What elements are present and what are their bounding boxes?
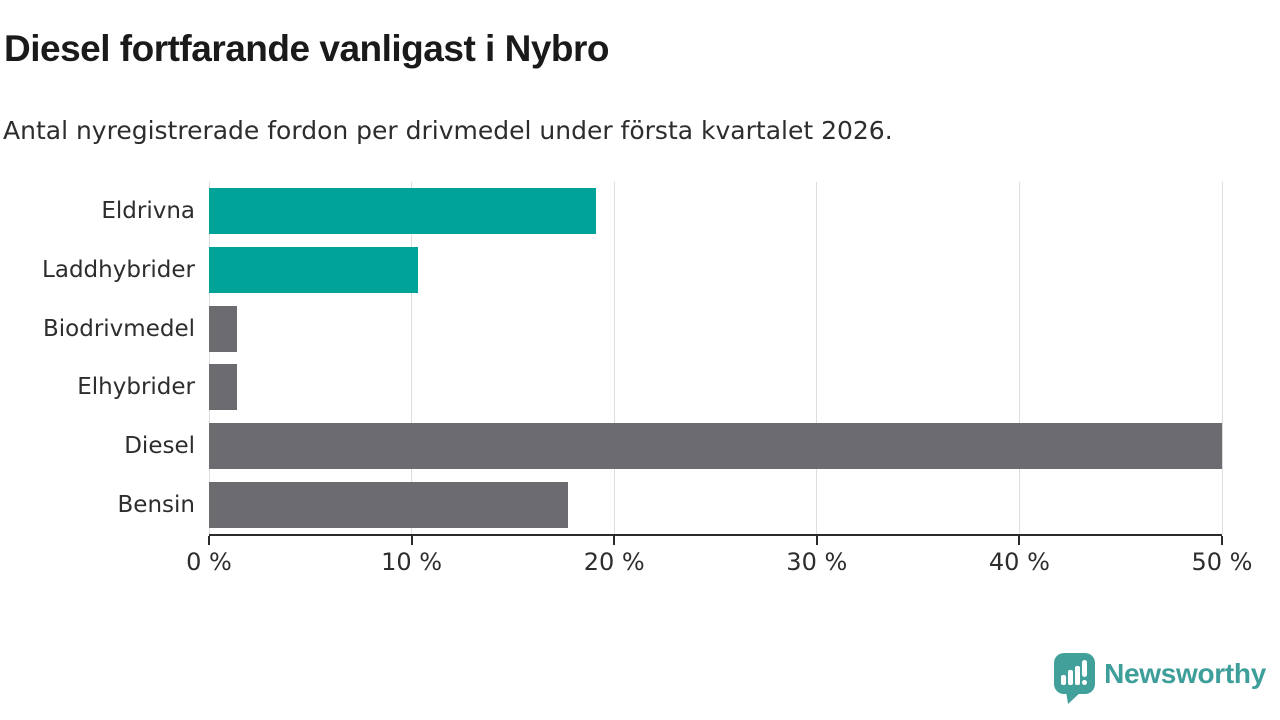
x-tick	[208, 536, 210, 545]
bar	[209, 422, 1222, 469]
bar	[209, 246, 418, 293]
category-label: Elhybrider	[77, 374, 195, 401]
category-label: Laddhybrider	[42, 256, 195, 283]
category-label: Bensin	[117, 491, 195, 518]
gridline	[1221, 182, 1223, 534]
label-row: Biodrivmedel	[0, 299, 195, 358]
category-axis: Eldrivna Laddhybrider Biodrivmedel Elhybrid…	[0, 182, 195, 534]
x-tick-label: 20 %	[583, 548, 645, 576]
bar	[209, 188, 596, 235]
label-row: Diesel	[0, 417, 195, 476]
x-tick-label: 50 %	[1191, 548, 1253, 576]
x-tick	[815, 536, 818, 545]
bar-row	[209, 358, 1222, 417]
category-label: Eldrivna	[101, 198, 195, 225]
x-tick	[1018, 536, 1021, 545]
gridline-layer	[208, 182, 1223, 534]
x-tick-label: 0 %	[186, 548, 232, 576]
label-row: Eldrivna	[0, 182, 195, 241]
newsworthy-logo[interactable]: Newsworthy	[1054, 653, 1266, 704]
x-tick	[613, 536, 616, 545]
bar-row	[209, 299, 1222, 358]
newsworthy-logo-text: Newsworthy	[1104, 657, 1266, 689]
category-label: Diesel	[124, 432, 195, 459]
gridline	[411, 182, 413, 534]
x-tick	[410, 536, 413, 545]
gridline	[1018, 182, 1020, 534]
category-label: Biodrivmedel	[43, 315, 195, 342]
label-row: Bensin	[0, 475, 195, 534]
bar	[209, 305, 238, 352]
gridline	[208, 182, 210, 534]
plot-area: 0 % 10 % 20 % 30 % 40 % 50 %	[186, 182, 1252, 576]
page-title: Diesel fortfarande vanligast i Nybro	[4, 28, 610, 69]
newsworthy-logo-icon	[1054, 653, 1096, 704]
x-tick-label: 30 %	[786, 548, 848, 576]
gridline	[613, 182, 615, 534]
bar-row	[209, 475, 1222, 534]
label-row: Laddhybrider	[0, 241, 195, 300]
bar	[209, 481, 568, 528]
bar-row	[209, 241, 1222, 300]
x-tick-label: 10 %	[381, 548, 443, 576]
label-row: Elhybrider	[0, 358, 195, 417]
x-tick	[1221, 536, 1223, 545]
bar-row	[209, 417, 1222, 476]
bar-layer	[209, 182, 1222, 534]
chart-subtitle: Antal nyregistrerade fordon per drivmede…	[3, 116, 893, 145]
x-axis-line	[209, 534, 1222, 536]
bar-row	[209, 182, 1222, 241]
bar	[209, 364, 238, 411]
gridline	[816, 182, 818, 534]
x-tick-label: 40 %	[988, 548, 1050, 576]
